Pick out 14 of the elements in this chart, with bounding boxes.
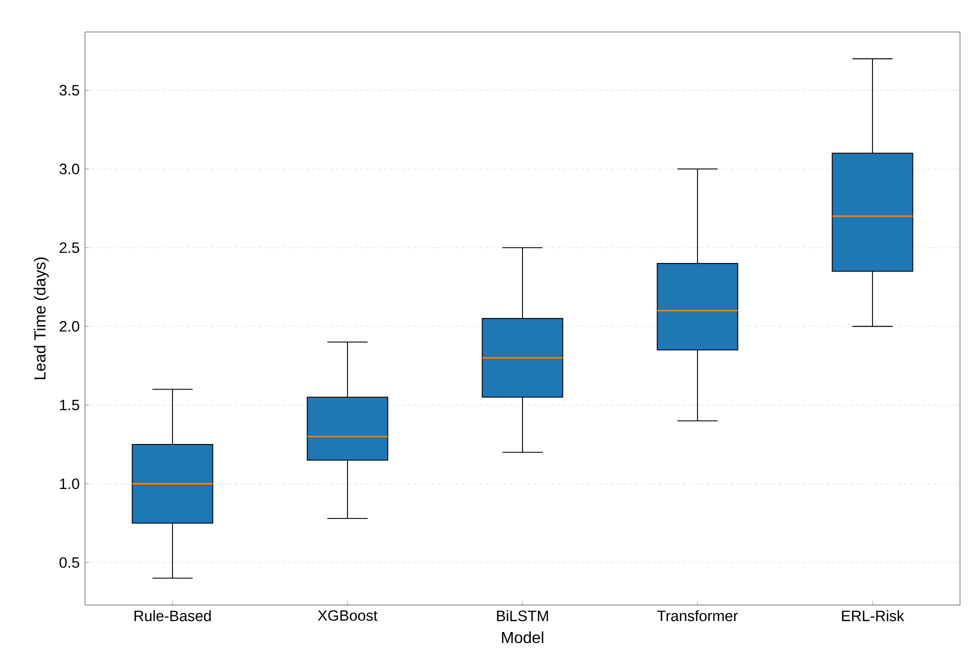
y-tick-label: 3.5: [60, 84, 80, 96]
x-axis-title: Model: [502, 631, 544, 644]
y-tick-label: 1.0: [60, 478, 80, 490]
y-axis-title: Lead Time (days): [34, 258, 49, 380]
y-tick-label: 3.0: [60, 164, 80, 174]
x-tick-label: XGBoost: [318, 610, 378, 621]
y-tick-label: 2.5: [60, 242, 80, 253]
x-tick-label: Transformer: [657, 610, 738, 622]
y-tick-label: 0.5: [60, 557, 80, 568]
x-tick-label: ERL-Risk: [842, 610, 904, 622]
x-tick-label: Rule-Based: [134, 610, 211, 622]
x-tick-label: BiLSTM: [497, 610, 548, 622]
y-tick-label: 2.0: [60, 321, 80, 332]
y-tick-label: 1.5: [60, 400, 80, 410]
